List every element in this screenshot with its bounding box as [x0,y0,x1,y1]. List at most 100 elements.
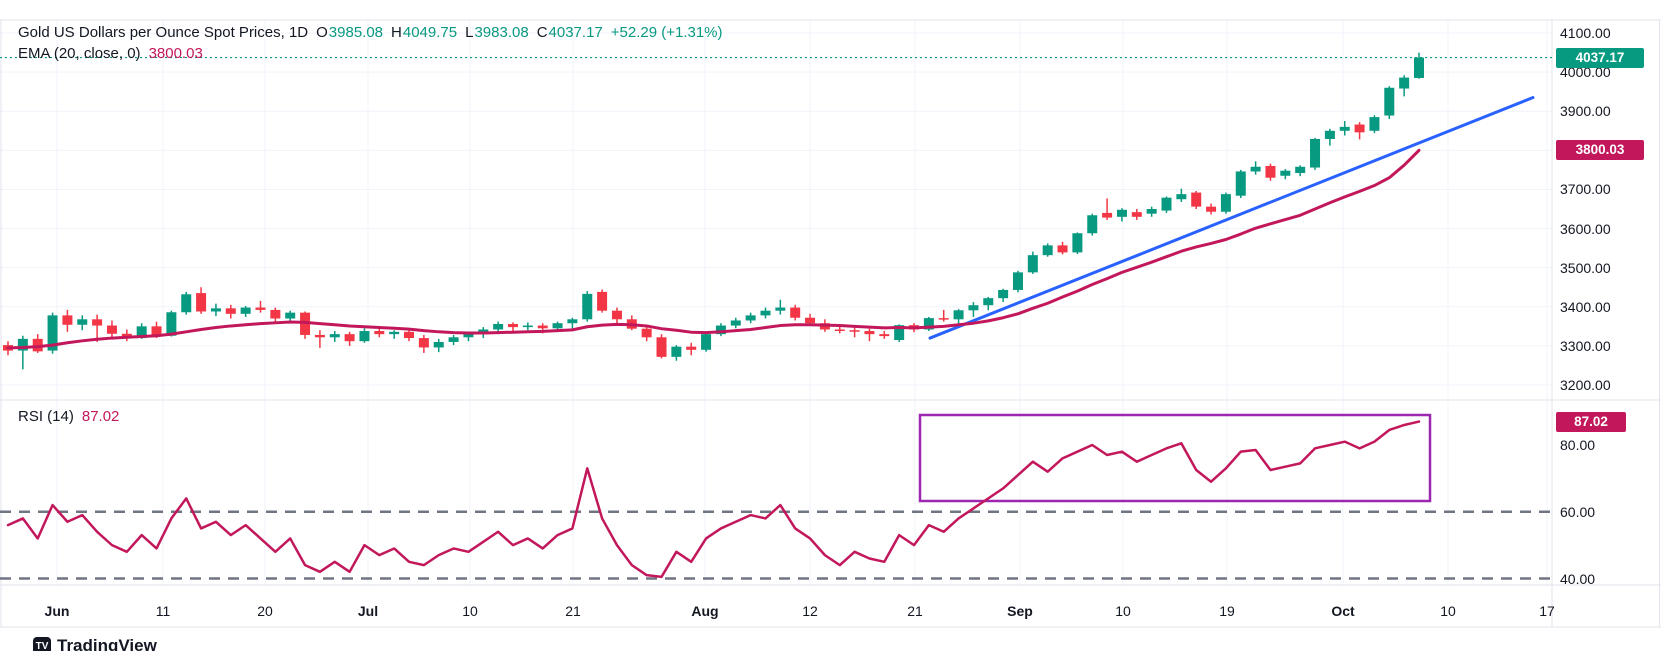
candlestick[interactable] [374,331,385,335]
candlestick[interactable] [834,329,845,331]
candlestick[interactable] [968,305,979,311]
candlestick[interactable] [225,308,236,314]
candlestick[interactable] [1399,77,1410,89]
candlestick[interactable] [1354,124,1365,133]
candlestick[interactable] [998,289,1009,299]
candlestick[interactable] [1146,209,1157,214]
candlestick[interactable] [1116,209,1127,217]
candlestick[interactable] [864,331,875,335]
candlestick[interactable] [106,325,117,334]
candlestick[interactable] [255,307,266,310]
candlestick[interactable] [775,307,786,311]
candlestick[interactable] [285,312,296,319]
candlestick[interactable] [1220,194,1231,212]
candlestick[interactable] [1280,170,1291,176]
candlestick[interactable] [1235,171,1246,196]
candlestick[interactable] [166,312,177,336]
candlestick[interactable] [641,328,652,338]
candlestick[interactable] [1414,57,1424,78]
candlestick[interactable] [1295,166,1306,174]
candlestick[interactable] [151,326,162,336]
candlestick[interactable] [404,331,415,339]
candlestick[interactable] [1042,245,1053,256]
candlestick[interactable] [790,307,801,318]
rsi-indicator-row[interactable]: RSI (14) 87.02 [18,408,119,425]
candlestick[interactable] [92,319,103,326]
candlestick[interactable] [894,325,905,341]
candlestick[interactable] [1265,165,1276,178]
candlestick[interactable] [1324,130,1335,139]
candlestick[interactable] [1087,215,1098,234]
candlestick[interactable] [389,331,400,335]
candlestick[interactable] [582,293,593,320]
candlestick[interactable] [611,310,622,320]
candlestick[interactable] [47,315,58,351]
candlestick[interactable] [1206,206,1217,212]
candlestick[interactable] [1131,212,1142,217]
candlestick[interactable] [32,338,43,352]
candlestick[interactable] [329,334,340,338]
candlestick[interactable] [597,291,608,311]
candlestick[interactable] [953,310,964,320]
candlestick[interactable] [671,346,682,357]
candlestick[interactable] [240,307,251,314]
candlestick[interactable] [1384,87,1395,116]
candlestick[interactable] [314,334,325,338]
candlestick[interactable] [1072,233,1083,253]
candlestick[interactable] [552,323,563,329]
candlestick[interactable] [196,293,207,312]
candlestick[interactable] [448,337,459,342]
candlestick[interactable] [1027,255,1038,273]
candlestick[interactable] [938,318,949,320]
candlestick[interactable] [1161,197,1172,211]
candlestick[interactable] [701,334,712,350]
candlestick[interactable] [359,331,370,342]
tradingview-logo[interactable]: TV TradingView [33,637,157,651]
candlestick[interactable] [1369,117,1380,131]
candlestick[interactable] [686,346,697,350]
x-axis-label: 21 [907,603,923,619]
candlestick[interactable] [983,298,994,306]
candlestick[interactable] [344,334,355,342]
symbol-title: Gold US Dollars per Ounce Spot Prices, 1… [18,24,309,41]
rsi-line[interactable] [6,420,1421,579]
x-axis-label: Oct [1331,603,1355,619]
candlestick[interactable] [1176,194,1187,200]
candlestick[interactable] [1191,192,1202,207]
candlestick[interactable] [136,326,147,339]
candlestick[interactable] [849,330,860,332]
candlestick[interactable] [522,325,533,328]
candlestick[interactable] [730,320,741,326]
candlestick[interactable] [17,338,28,351]
candlestick[interactable] [181,294,192,313]
candlestick[interactable] [1310,138,1321,168]
candlestick[interactable] [1250,166,1261,172]
candlestick[interactable] [62,315,73,325]
candlestick[interactable] [656,337,667,357]
candlestick[interactable] [210,308,221,312]
candlestick[interactable] [805,317,816,324]
candlestick[interactable] [1012,272,1023,290]
candlestick[interactable] [270,309,281,319]
candlestick[interactable] [537,325,548,329]
candlestick[interactable] [567,319,578,324]
ema-line[interactable] [6,148,1421,350]
candlestick[interactable] [507,323,518,328]
candlestick[interactable] [418,338,429,348]
candlestick[interactable] [77,319,88,325]
candlestick[interactable] [1339,126,1350,131]
candlestick[interactable] [715,325,726,335]
candlestick[interactable] [879,334,890,337]
indicator-row[interactable]: EMA (20, close, 0) 3800.03 [18,45,203,62]
candlestick[interactable] [433,341,444,348]
candlestick[interactable] [923,318,934,330]
candlestick[interactable] [463,334,474,338]
candlestick[interactable] [745,315,756,321]
candlestick[interactable] [1057,245,1068,253]
candlestick[interactable] [493,323,504,330]
candlestick[interactable] [1102,212,1113,218]
candlestick[interactable] [760,310,771,316]
rsi-highlight-box[interactable] [918,413,1432,503]
